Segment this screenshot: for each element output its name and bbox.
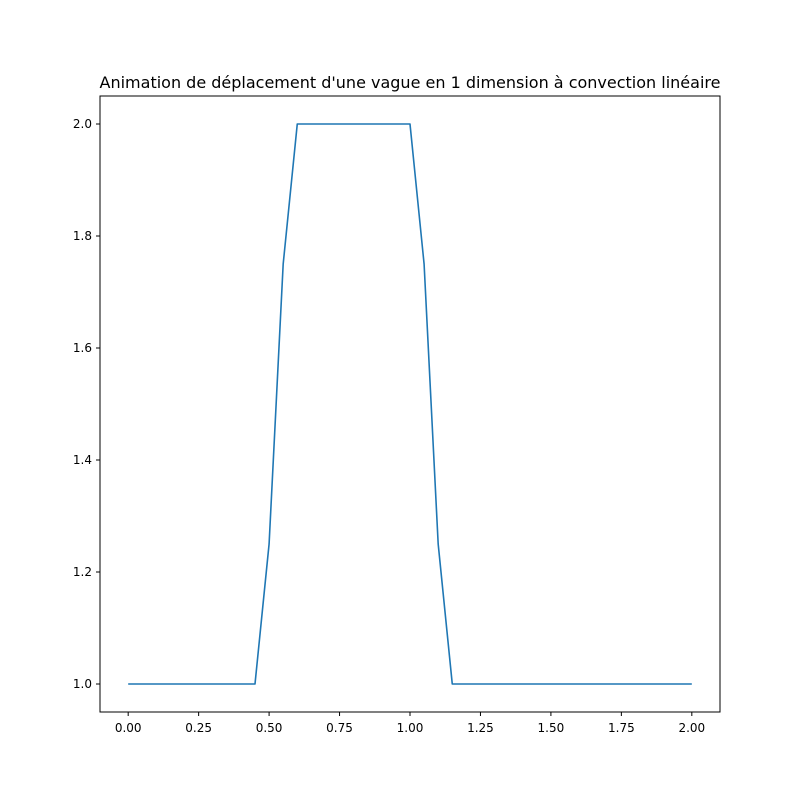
x-tick-label: 1.25 [467,721,494,735]
x-tick-label: 1.75 [608,721,635,735]
chart-title: Animation de déplacement d'une vague en … [100,73,721,92]
plot-area [128,123,692,685]
x-tick-label: 0.00 [115,721,142,735]
y-tick-label: 1.0 [73,677,92,691]
y-tick-label: 1.2 [73,565,92,579]
y-tick-label: 2.0 [73,117,92,131]
series-line [128,123,692,685]
x-tick-label: 1.50 [538,721,565,735]
y-tick-label: 1.4 [73,453,92,467]
x-tick-label: 0.25 [185,721,212,735]
x-axis: 0.00 0.25 0.50 0.75 1.00 1.25 1.50 1.75 2.00 [115,712,705,735]
y-axis: 1.0 1.2 1.4 1.6 1.8 2.0 [73,117,100,691]
x-tick-label: 1.00 [397,721,424,735]
axes-frame [99,95,721,713]
x-tick-label: 2.00 [678,721,705,735]
x-tick-label: 0.50 [256,721,283,735]
y-tick-label: 1.6 [73,341,92,355]
x-tick-label: 0.75 [326,721,353,735]
y-tick-label: 1.8 [73,229,92,243]
